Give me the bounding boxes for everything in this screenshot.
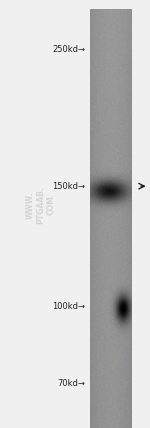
Text: 70kd→: 70kd→ [58,378,86,388]
Text: 250kd→: 250kd→ [52,45,86,54]
Text: 100kd→: 100kd→ [52,301,86,311]
Text: 150kd→: 150kd→ [52,181,86,191]
Text: WWW.
PTGAAB.
COM: WWW. PTGAAB. COM [26,187,55,224]
